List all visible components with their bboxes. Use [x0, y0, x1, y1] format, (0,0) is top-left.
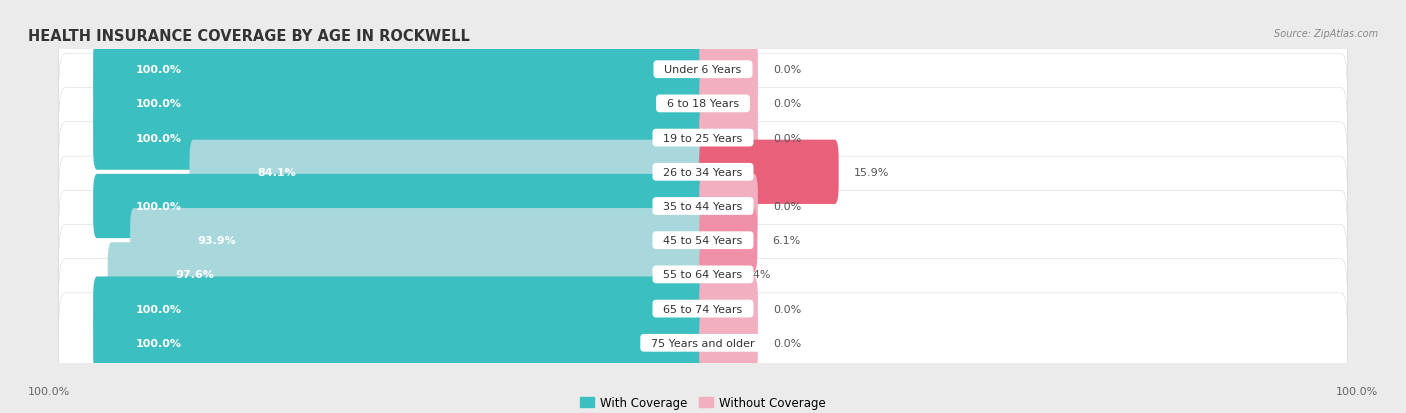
FancyBboxPatch shape [93, 277, 707, 341]
Text: 35 to 44 Years: 35 to 44 Years [657, 202, 749, 211]
FancyBboxPatch shape [93, 311, 707, 375]
Text: 93.9%: 93.9% [198, 236, 236, 246]
FancyBboxPatch shape [131, 209, 707, 273]
Text: Under 6 Years: Under 6 Years [658, 65, 748, 75]
Text: 45 to 54 Years: 45 to 54 Years [657, 236, 749, 246]
FancyBboxPatch shape [93, 106, 707, 170]
FancyBboxPatch shape [59, 88, 1347, 188]
Text: 0.0%: 0.0% [773, 65, 801, 75]
Text: 15.9%: 15.9% [853, 167, 890, 177]
Text: 75 Years and older: 75 Years and older [644, 338, 762, 348]
FancyBboxPatch shape [699, 277, 758, 341]
Text: 100.0%: 100.0% [135, 99, 181, 109]
FancyBboxPatch shape [59, 225, 1347, 325]
FancyBboxPatch shape [59, 259, 1347, 358]
Text: 65 to 74 Years: 65 to 74 Years [657, 304, 749, 314]
Text: 0.0%: 0.0% [773, 133, 801, 143]
FancyBboxPatch shape [699, 243, 727, 307]
FancyBboxPatch shape [59, 55, 1347, 154]
Text: 19 to 25 Years: 19 to 25 Years [657, 133, 749, 143]
Text: HEALTH INSURANCE COVERAGE BY AGE IN ROCKWELL: HEALTH INSURANCE COVERAGE BY AGE IN ROCK… [28, 29, 470, 44]
FancyBboxPatch shape [93, 38, 707, 102]
FancyBboxPatch shape [93, 72, 707, 136]
FancyBboxPatch shape [108, 243, 707, 307]
Text: 2.4%: 2.4% [742, 270, 770, 280]
FancyBboxPatch shape [59, 293, 1347, 393]
FancyBboxPatch shape [93, 174, 707, 239]
Text: 100.0%: 100.0% [135, 338, 181, 348]
FancyBboxPatch shape [699, 72, 758, 136]
FancyBboxPatch shape [59, 157, 1347, 256]
Text: 6.1%: 6.1% [773, 236, 801, 246]
Text: 0.0%: 0.0% [773, 99, 801, 109]
FancyBboxPatch shape [699, 106, 758, 170]
Legend: With Coverage, Without Coverage: With Coverage, Without Coverage [575, 392, 831, 413]
FancyBboxPatch shape [699, 311, 758, 375]
Text: 97.6%: 97.6% [176, 270, 214, 280]
FancyBboxPatch shape [190, 140, 707, 204]
Text: 100.0%: 100.0% [135, 65, 181, 75]
FancyBboxPatch shape [699, 209, 758, 273]
FancyBboxPatch shape [699, 140, 839, 204]
Text: 0.0%: 0.0% [773, 338, 801, 348]
Text: Source: ZipAtlas.com: Source: ZipAtlas.com [1274, 29, 1378, 39]
Text: 55 to 64 Years: 55 to 64 Years [657, 270, 749, 280]
FancyBboxPatch shape [59, 20, 1347, 120]
FancyBboxPatch shape [59, 123, 1347, 222]
FancyBboxPatch shape [699, 174, 758, 239]
Text: 100.0%: 100.0% [135, 304, 181, 314]
Text: 0.0%: 0.0% [773, 202, 801, 211]
Text: 0.0%: 0.0% [773, 304, 801, 314]
Text: 100.0%: 100.0% [1336, 387, 1378, 396]
Text: 100.0%: 100.0% [135, 133, 181, 143]
Text: 100.0%: 100.0% [135, 202, 181, 211]
Text: 100.0%: 100.0% [28, 387, 70, 396]
Text: 84.1%: 84.1% [257, 167, 295, 177]
Text: 26 to 34 Years: 26 to 34 Years [657, 167, 749, 177]
FancyBboxPatch shape [59, 191, 1347, 290]
Text: 6 to 18 Years: 6 to 18 Years [659, 99, 747, 109]
FancyBboxPatch shape [699, 38, 758, 102]
